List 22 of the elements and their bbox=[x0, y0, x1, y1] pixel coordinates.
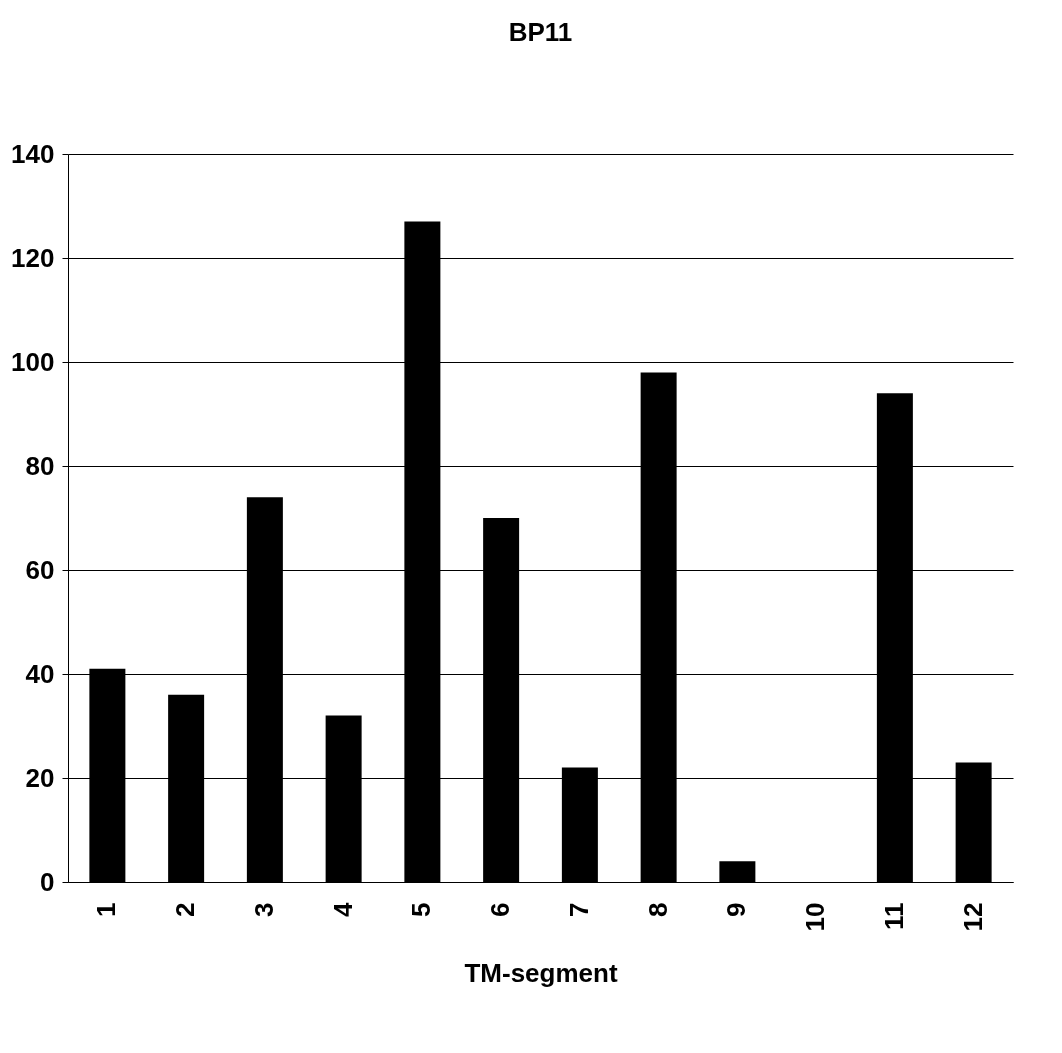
x-axis-title: TM-segment bbox=[464, 958, 618, 989]
y-tick-label: 80 bbox=[25, 450, 55, 481]
y-tick-label: 0 bbox=[40, 866, 55, 897]
y-tick-label: 140 bbox=[11, 138, 55, 169]
y-tick-label: 20 bbox=[25, 762, 55, 793]
x-tick-label: 10 bbox=[800, 902, 831, 932]
x-tick-label: 3 bbox=[248, 902, 279, 917]
x-tick-label: 11 bbox=[878, 902, 909, 930]
y-tick-label: 120 bbox=[11, 242, 55, 273]
x-tick-label: 5 bbox=[406, 902, 437, 917]
y-tick-label: 100 bbox=[11, 346, 55, 377]
x-tick-label: 9 bbox=[721, 902, 752, 917]
x-tick-label: 8 bbox=[642, 902, 673, 917]
x-tick-label: 12 bbox=[957, 902, 988, 932]
x-tick-label: 7 bbox=[563, 902, 594, 917]
x-tick-label: 6 bbox=[485, 902, 516, 917]
x-tick-label: 4 bbox=[327, 901, 358, 917]
y-tick-label: 60 bbox=[25, 554, 55, 585]
chart-title: BP11 bbox=[508, 17, 573, 47]
x-tick-label: 2 bbox=[170, 902, 201, 917]
x-tick-label: 1 bbox=[91, 902, 122, 917]
y-tick-label: 40 bbox=[25, 658, 55, 689]
